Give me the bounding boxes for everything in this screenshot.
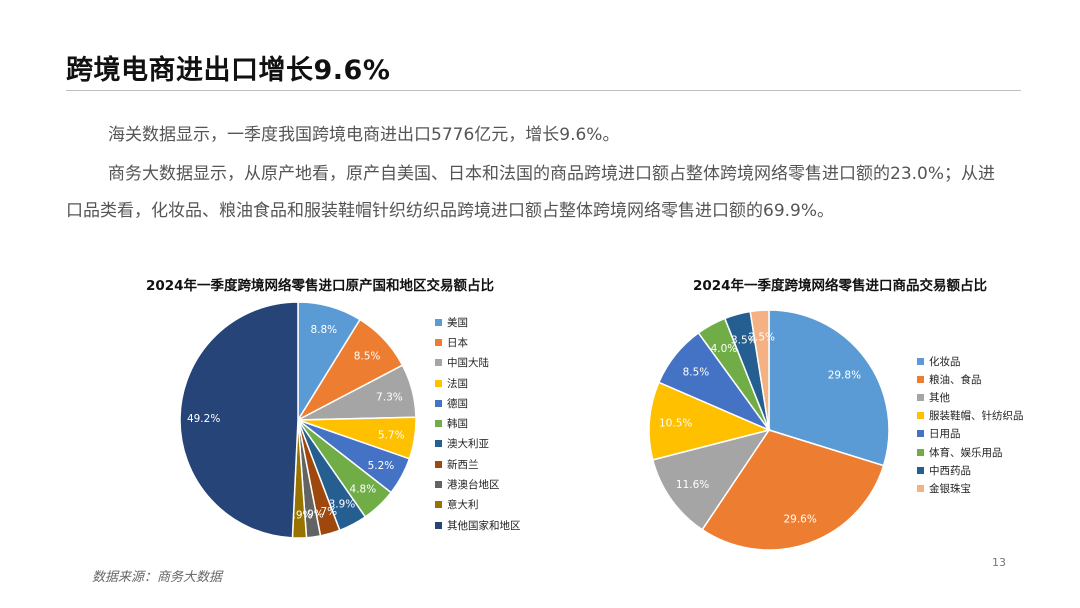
legend-label: 金银珠宝 bbox=[929, 482, 971, 495]
legend-swatch bbox=[435, 338, 442, 346]
legend-item-6: 体育、娱乐用品 bbox=[917, 443, 1024, 461]
legend-item-7: 中西药品 bbox=[917, 461, 1024, 479]
legend-swatch bbox=[917, 484, 924, 492]
legend-item-8: 金银珠宝 bbox=[917, 479, 1024, 497]
legend-label: 中国大陆 bbox=[447, 357, 489, 370]
legend-item-7: 澳大利亚 bbox=[435, 434, 521, 454]
legend-item-3: 其他 bbox=[917, 388, 1024, 406]
legend-swatch bbox=[435, 440, 442, 448]
legend-label: 中西药品 bbox=[929, 464, 971, 477]
pie-data-label-3: 11.6% bbox=[676, 479, 709, 491]
category-legend: 化妆品粮油、食品其他服装鞋帽、针纺织品 日用品体育、娱乐用品 中西药品金银珠宝 bbox=[917, 352, 1024, 498]
legend-swatch bbox=[435, 481, 442, 489]
pie-slice-4 bbox=[648, 381, 772, 461]
pie-data-label-5: 5.2% bbox=[368, 460, 395, 472]
legend-swatch bbox=[435, 420, 442, 428]
legend-swatch bbox=[917, 466, 924, 474]
legend-label: 体育、娱乐用品 bbox=[929, 446, 1003, 459]
pie-data-label-3: 7.3% bbox=[376, 391, 403, 403]
paragraph-commerce: 商务大数据显示，从原产地看，原产自美国、日本和法国的商品跨境进口额占整体跨境网络… bbox=[66, 164, 996, 221]
legend-swatch bbox=[917, 375, 924, 383]
legend-item-6: 韩国 bbox=[435, 413, 521, 433]
legend-item-5: 日用品 bbox=[917, 425, 1024, 443]
category-pie-chart: 2024年一季度跨境网络零售进口商品交易额占比 29.8% 29.6% 11.6% 1… bbox=[625, 268, 1055, 558]
pie-data-label-7: 3.5% bbox=[731, 335, 758, 347]
legend-swatch bbox=[917, 448, 924, 456]
legend-item-9: 港澳台地区 bbox=[435, 474, 521, 494]
origin-legend: 美国日本中国大陆法国德国韩国澳大利亚新西兰港澳台地区意大利其他国家和地区 bbox=[435, 312, 521, 535]
legend-swatch bbox=[917, 357, 924, 365]
legend-item-2: 日本 bbox=[435, 332, 521, 352]
legend-label: 法国 bbox=[447, 377, 468, 390]
legend-label: 粮油、食品 bbox=[929, 373, 982, 386]
legend-label: 日用品 bbox=[929, 428, 961, 441]
legend-item-2: 粮油、食品 bbox=[917, 370, 1024, 388]
origin-pie-chart: 2024年一季度跨境网络零售进口原产国和地区交易额占比 8.8% 8.5% 7.3%… bbox=[100, 268, 540, 558]
legend-swatch bbox=[435, 501, 442, 509]
pie-data-label-6: 4.0% bbox=[711, 343, 738, 355]
legend-item-8: 新西兰 bbox=[435, 454, 521, 474]
legend-label: 韩国 bbox=[447, 418, 468, 431]
legend-swatch bbox=[917, 393, 924, 401]
pie-slice-2 bbox=[701, 429, 885, 551]
legend-label: 新西兰 bbox=[447, 458, 479, 471]
pie-data-label-8: 2.5% bbox=[748, 332, 775, 344]
legend-item-3: 中国大陆 bbox=[435, 353, 521, 373]
page-title: 跨境电商进出口增长9.6% bbox=[66, 55, 391, 86]
legend-item-1: 美国 bbox=[435, 312, 521, 332]
legend-item-4: 法国 bbox=[435, 373, 521, 393]
legend-label: 港澳台地区 bbox=[447, 479, 500, 492]
legend-label: 其他国家和地区 bbox=[447, 519, 521, 532]
data-source-note: 数据来源：商务大数据 bbox=[92, 570, 223, 585]
pie-data-label-4: 10.5% bbox=[659, 418, 692, 430]
legend-label: 日本 bbox=[447, 336, 468, 349]
pie-data-label-4: 5.7% bbox=[378, 430, 405, 442]
legend-label: 德国 bbox=[447, 397, 468, 410]
legend-swatch bbox=[435, 318, 442, 326]
pie-slice-11 bbox=[179, 301, 299, 539]
pie-data-label-2: 8.5% bbox=[354, 351, 381, 363]
pie-data-label-2: 29.6% bbox=[783, 513, 816, 525]
legend-item-4: 服装鞋帽、针纺织品 bbox=[917, 407, 1024, 425]
legend-swatch bbox=[435, 359, 442, 367]
pie-slice-1 bbox=[768, 309, 890, 467]
legend-swatch bbox=[435, 399, 442, 407]
chart-title: 2024年一季度跨境网络零售进口商品交易额占比 bbox=[692, 278, 988, 294]
legend-item-11: 其他国家和地区 bbox=[435, 515, 521, 535]
legend-label: 化妆品 bbox=[929, 355, 961, 368]
legend-swatch bbox=[435, 521, 442, 529]
page-number: 13 bbox=[992, 556, 1006, 569]
paragraph-customs: 海关数据显示，一季度我国跨境电商进出口5776亿元，增长9.6%。 bbox=[108, 125, 620, 145]
category-pie-svg: 29.8% 29.6% 11.6% 10.5% 8.5%4.0%3.5%2.5% bbox=[648, 309, 890, 551]
pie-data-label-11: 49.2% bbox=[187, 413, 220, 425]
pie-data-label-6: 4.8% bbox=[350, 484, 377, 496]
legend-item-5: 德国 bbox=[435, 393, 521, 413]
title-divider bbox=[66, 90, 1021, 91]
legend-label: 意大利 bbox=[447, 499, 479, 512]
legend-swatch bbox=[435, 379, 442, 387]
legend-label: 服装鞋帽、针纺织品 bbox=[929, 410, 1024, 423]
pie-data-label-7: 3.9% bbox=[329, 499, 356, 511]
origin-pie-svg: 8.8%8.5%7.3%5.7%5.2%4.8%3.9%2.7%1.9%1.9%… bbox=[179, 301, 417, 539]
pie-data-label-1: 29.8% bbox=[828, 370, 861, 382]
legend-swatch bbox=[917, 412, 924, 420]
pie-data-label-5: 8.5% bbox=[683, 366, 710, 378]
legend-label: 其他 bbox=[929, 391, 950, 404]
pie-slice-3 bbox=[651, 428, 771, 531]
legend-item-1: 化妆品 bbox=[917, 352, 1024, 370]
legend-label: 美国 bbox=[447, 316, 468, 329]
pie-data-label-1: 8.8% bbox=[310, 324, 337, 336]
pie-slice-8 bbox=[749, 309, 770, 431]
legend-item-10: 意大利 bbox=[435, 495, 521, 515]
legend-swatch bbox=[435, 460, 442, 468]
legend-label: 澳大利亚 bbox=[447, 438, 489, 451]
chart-title: 2024年一季度跨境网络零售进口原产国和地区交易额占比 bbox=[145, 278, 495, 294]
legend-swatch bbox=[917, 430, 924, 438]
